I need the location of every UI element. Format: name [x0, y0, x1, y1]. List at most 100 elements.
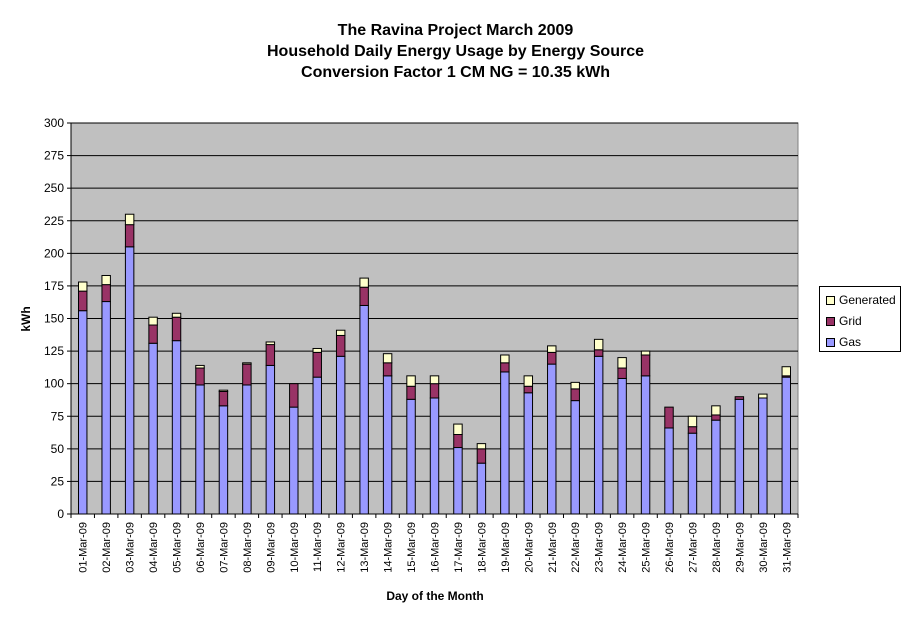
bar-gas-4 [148, 342, 158, 515]
bar-grid-23 [593, 349, 604, 357]
x-tick-label: 20-Mar-09 [523, 522, 535, 573]
legend-swatch [826, 338, 835, 347]
y-tick-label: 225 [44, 214, 64, 228]
bar-gas-12 [335, 355, 346, 515]
bar-generated-4 [148, 316, 158, 326]
y-axis-label: kWh [19, 306, 33, 331]
bar-grid-1 [78, 290, 88, 312]
legend-label: Grid [839, 314, 862, 328]
bar-generated-3 [124, 213, 135, 226]
bar-grid-10 [289, 383, 299, 408]
bar-generated-21 [547, 345, 557, 353]
x-tick-label: 21-Mar-09 [547, 522, 559, 573]
x-axis-label: Day of the Month [386, 589, 483, 603]
y-tick-label: 275 [44, 149, 64, 163]
bar-grid-17 [453, 433, 463, 449]
x-tick-label: 28-Mar-09 [711, 522, 723, 573]
bar-grid-25 [640, 354, 651, 377]
bar-grid-14 [382, 362, 393, 377]
bar-gas-2 [101, 301, 111, 515]
bar-gas-9 [265, 364, 276, 515]
y-tick-label: 0 [57, 507, 64, 521]
x-tick-label: 24-Mar-09 [617, 522, 629, 573]
bar-gas-15 [406, 398, 416, 515]
bar-gas-7 [218, 405, 229, 515]
bar-gas-28 [711, 419, 721, 515]
bar-generated-16 [429, 375, 440, 385]
bar-grid-5 [171, 316, 182, 342]
bar-gas-30 [758, 397, 768, 515]
bar-gas-10 [289, 406, 299, 515]
bar-generated-15 [406, 375, 416, 387]
bar-grid-26 [664, 406, 674, 429]
bar-generated-20 [523, 375, 534, 387]
x-tick-label: 07-Mar-09 [218, 522, 230, 573]
bar-gas-22 [570, 400, 580, 515]
x-tick-label: 17-Mar-09 [453, 522, 465, 573]
x-tick-label: 27-Mar-09 [687, 522, 699, 573]
bar-generated-23 [593, 338, 604, 351]
bar-gas-1 [78, 310, 88, 515]
chart-title-line-2: Household Daily Energy Usage by Energy S… [267, 43, 644, 60]
y-tick-label: 300 [44, 116, 64, 130]
x-tick-label: 12-Mar-09 [336, 522, 348, 573]
bar-generated-18 [476, 443, 487, 450]
y-tick-label: 100 [44, 377, 64, 391]
x-tick-label: 09-Mar-09 [265, 522, 277, 573]
y-tick-label: 175 [44, 279, 64, 293]
bar-generated-6 [195, 364, 205, 369]
bar-gas-19 [500, 371, 510, 515]
x-tick-label: 25-Mar-09 [641, 522, 653, 573]
bar-generated-31 [781, 366, 791, 377]
bar-grid-2 [101, 284, 111, 303]
bar-gas-31 [781, 376, 791, 515]
bar-gas-16 [429, 397, 440, 515]
y-tick-label: 25 [51, 474, 65, 488]
bar-gas-5 [171, 340, 182, 515]
x-tick-label: 26-Mar-09 [664, 522, 676, 573]
x-tick-label: 22-Mar-09 [570, 522, 582, 573]
bar-generated-14 [382, 353, 393, 364]
y-tick-label: 150 [44, 312, 64, 326]
bar-gas-25 [640, 375, 651, 515]
x-tick-label: 02-Mar-09 [101, 522, 113, 573]
x-tick-label: 16-Mar-09 [430, 522, 442, 573]
y-tick-label: 250 [44, 181, 64, 195]
bar-grid-15 [406, 385, 416, 400]
y-tick-label: 200 [44, 246, 64, 260]
bar-generated-13 [359, 277, 369, 288]
chart-title-line-3: Conversion Factor 1 CM NG = 10.35 kWh [301, 64, 610, 81]
x-tick-label: 04-Mar-09 [148, 522, 160, 573]
bar-generated-12 [335, 329, 346, 336]
bar-grid-11 [312, 351, 322, 378]
bar-gas-21 [547, 363, 557, 515]
bar-generated-11 [312, 347, 322, 353]
x-tick-label: 03-Mar-09 [125, 522, 137, 573]
bar-grid-7 [218, 390, 229, 407]
y-tick-label: 125 [44, 344, 64, 358]
bar-gas-23 [593, 355, 604, 515]
bar-gas-17 [453, 447, 463, 515]
bar-grid-9 [265, 344, 276, 366]
x-tick-label: 08-Mar-09 [242, 522, 254, 573]
x-tick-label: 23-Mar-09 [594, 522, 606, 573]
bar-grid-21 [547, 351, 557, 365]
legend-label: Gas [839, 335, 862, 349]
x-tick-label: 15-Mar-09 [406, 522, 418, 573]
bar-grid-19 [500, 362, 510, 373]
bar-generated-25 [640, 350, 651, 356]
bar-gas-6 [195, 384, 205, 515]
x-tick-label: 14-Mar-09 [383, 522, 395, 573]
y-tick-label: 50 [51, 442, 65, 456]
bar-generated-28 [711, 405, 721, 416]
bar-gas-14 [382, 375, 393, 515]
bar-grid-20 [523, 385, 534, 394]
x-tick-label: 11-Mar-09 [312, 522, 324, 572]
x-tick-label: 13-Mar-09 [359, 522, 371, 573]
y-tick-label: 75 [51, 409, 65, 423]
legend-swatch [826, 317, 835, 326]
x-tick-label: 18-Mar-09 [476, 522, 488, 573]
legend-swatch [826, 296, 835, 305]
